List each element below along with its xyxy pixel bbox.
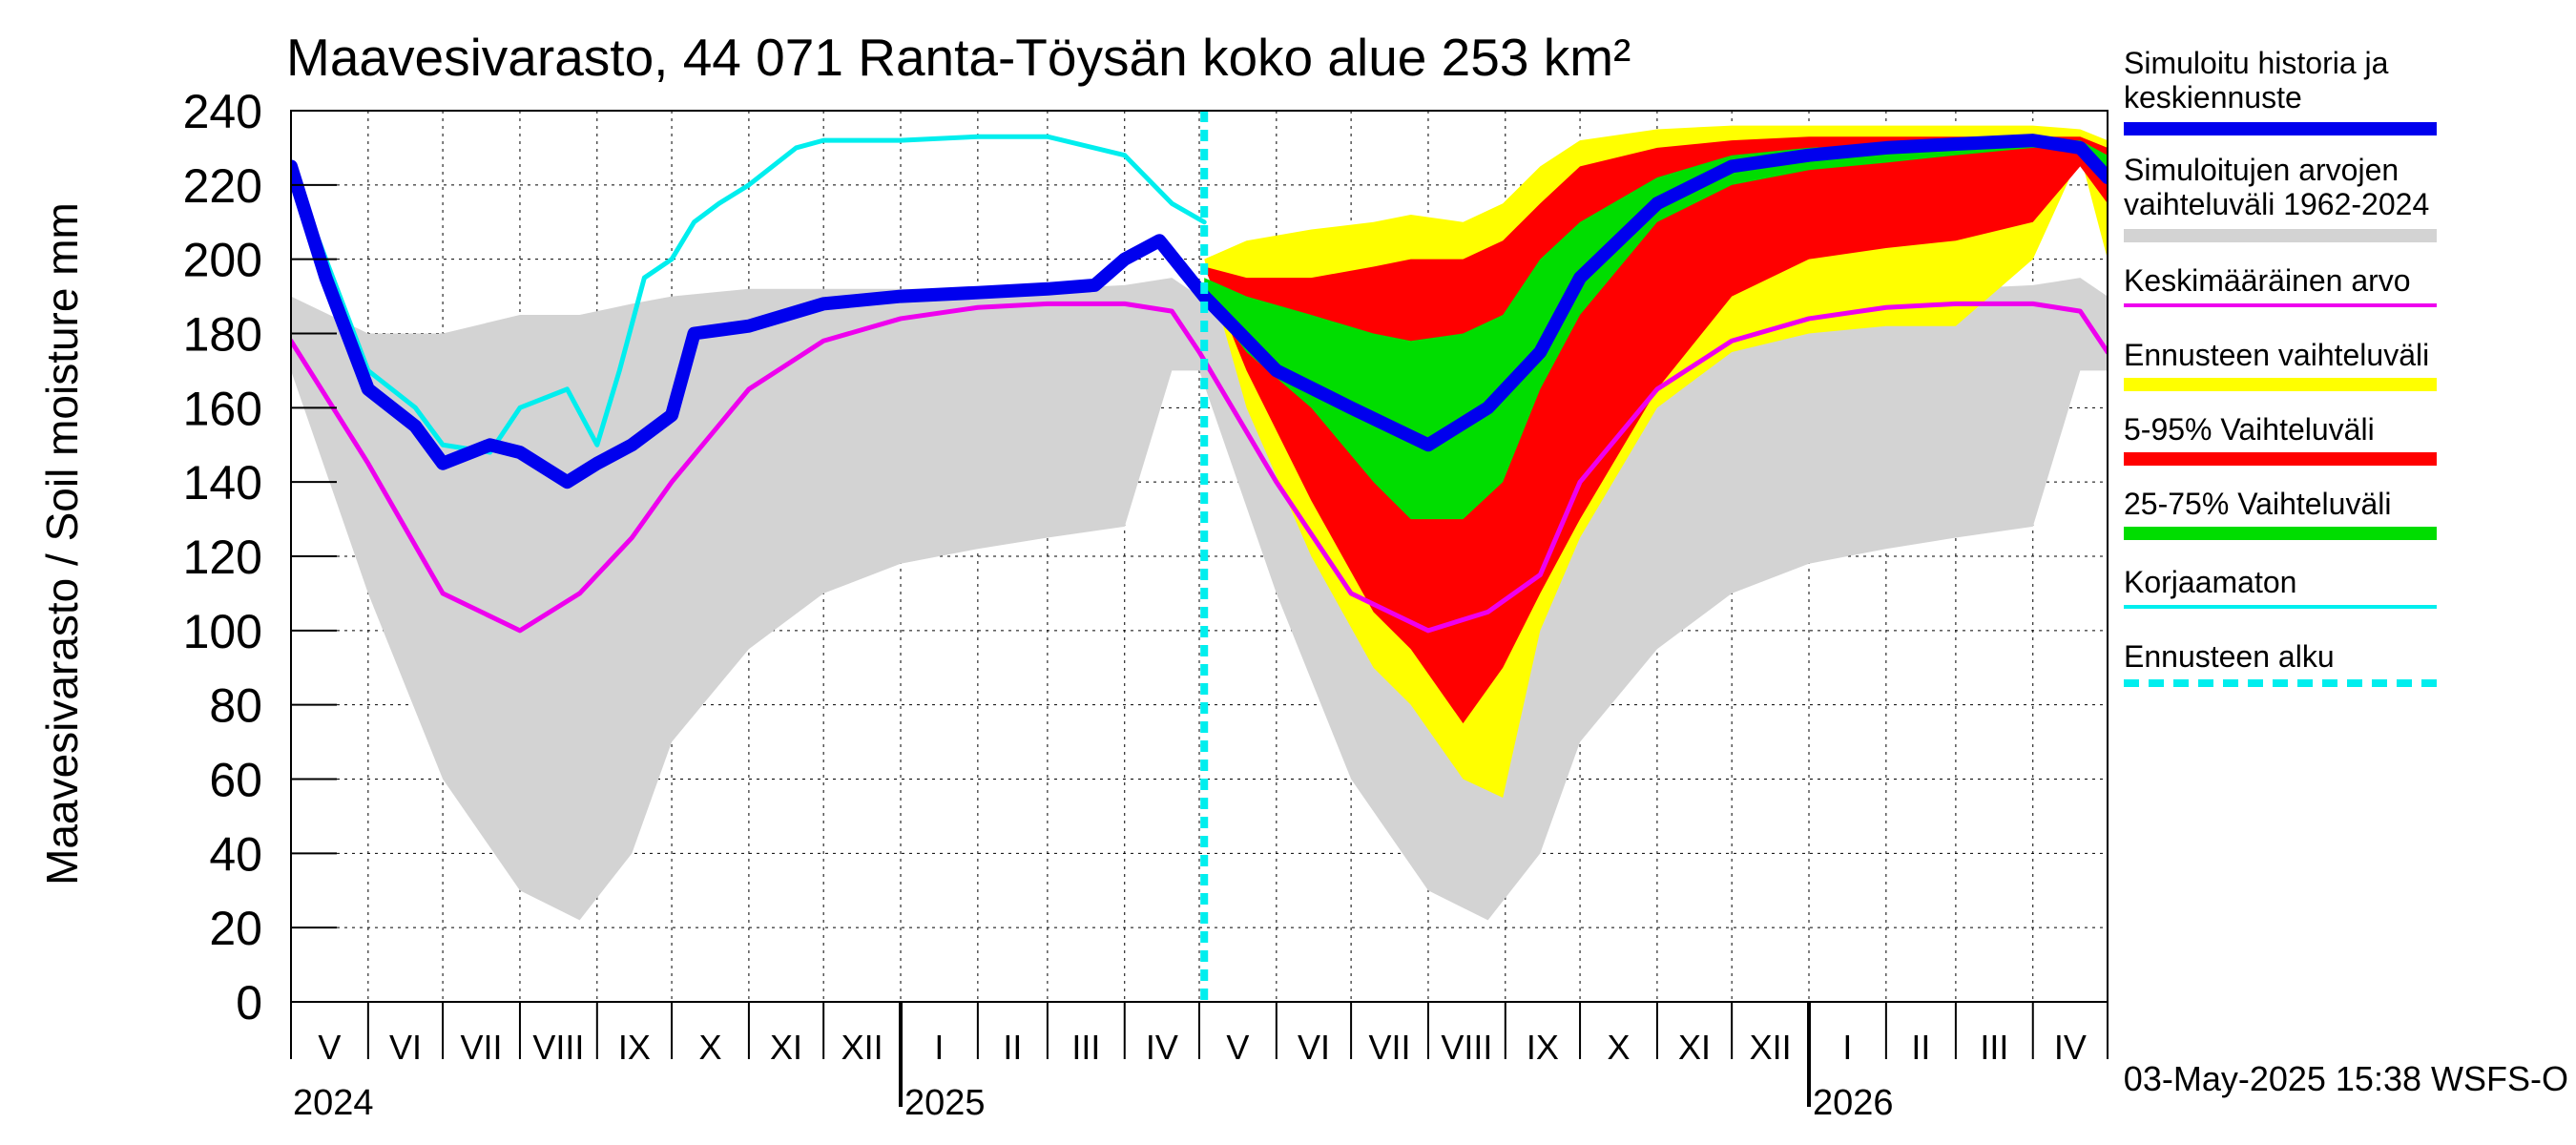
legend-item: Korjaamaton [2124, 565, 2439, 609]
year-label: 2024 [293, 1083, 374, 1123]
x-month-labels: V VI VII VIII IX X XI XII I II III IV V VI VII VIII IX X X… [293, 1028, 2087, 1123]
axes [290, 110, 2109, 1107]
x-month-label: VIII [1441, 1028, 1492, 1067]
x-month-label: XI [1678, 1028, 1711, 1067]
legend-label: Ennusteen alku [2124, 639, 2335, 674]
line-korjaamaton [291, 134, 1207, 455]
legend-item: 25-75% Vaihteluväli [2124, 487, 2439, 540]
y-tick-label: 140 [183, 456, 262, 510]
x-month-label: II [1911, 1028, 1930, 1067]
band-5-95-vaihteluv-li [1204, 136, 2108, 724]
x-month-label: VII [461, 1028, 503, 1067]
y-tick-labels: 0 20 40 60 80 100 120 140 160 180 200 220 240 [183, 85, 262, 1030]
legend-item: Ennusteen alku [2124, 639, 2439, 687]
x-month-label: IX [1527, 1028, 1559, 1067]
legend-label: Simuloitu historia ja keskiennuste [2124, 46, 2389, 114]
legend-swatch [2124, 122, 2437, 135]
series-lines [291, 111, 2108, 1002]
x-month-label: X [1607, 1028, 1630, 1067]
legend-label: 25-75% Vaihteluväli [2124, 487, 2392, 521]
band-25-75-vaihteluv-li [1204, 140, 2108, 520]
x-month-label: XII [1750, 1028, 1792, 1067]
x-month-label: VII [1369, 1028, 1411, 1067]
legend-label: Ennusteen vaihteluväli [2124, 338, 2430, 372]
y-tick-label: 40 [209, 827, 262, 881]
y-axis-label: Maavesivarasto / Soil moisture mm [37, 202, 87, 885]
y-tick-label: 60 [209, 754, 262, 807]
y-tick-label: 200 [183, 234, 262, 287]
x-month-label: X [698, 1028, 721, 1067]
legend-item: Ennusteen vaihteluväli [2124, 338, 2439, 391]
x-month-label: V [318, 1028, 341, 1067]
line-keskim-r-inen-arvo [291, 301, 2108, 634]
y-tick-label: 100 [183, 605, 262, 658]
legend-swatch [2124, 378, 2437, 391]
legend-item: Simuloitujen arvojen vaihteluväli 1962-2… [2124, 153, 2439, 242]
legend-swatch [2124, 527, 2437, 540]
legend-label: 5-95% Vaihteluväli [2124, 412, 2375, 447]
bands [291, 125, 2108, 921]
y-tick-label: 160 [183, 382, 262, 435]
legend-swatch [2124, 605, 2437, 609]
legend-swatch [2124, 229, 2437, 242]
chart-title: Maavesivarasto, 44 071 Ranta-Töysän koko… [286, 28, 1631, 87]
x-month-label: VI [1298, 1028, 1330, 1067]
y-tick-label: 0 [236, 976, 262, 1030]
band-simuloitujen-arvojen-vaihteluv-li-1962-2024 [291, 278, 2108, 921]
legend-swatch [2124, 679, 2437, 687]
legend-label: Simuloitujen arvojen vaihteluväli 1962-2… [2124, 153, 2430, 221]
x-month-label: IV [2054, 1028, 2087, 1067]
x-month-label: VIII [532, 1028, 584, 1067]
legend-label: Keskimääräinen arvo [2124, 263, 2411, 298]
y-axis-label-wrap: Maavesivarasto / Soil moisture mm [33, 124, 91, 964]
x-month-label: III [1071, 1028, 1100, 1067]
x-month-label: I [934, 1028, 944, 1067]
x-month-label: XII [841, 1028, 883, 1067]
y-tick-label: 20 [209, 902, 262, 955]
legend-label: Korjaamaton [2124, 565, 2297, 599]
y-tick-label: 220 [183, 159, 262, 213]
x-month-label: III [1980, 1028, 2008, 1067]
legend-swatch [2124, 452, 2437, 466]
legend-item: Keskimääräinen arvo [2124, 263, 2439, 307]
y-tick-label: 120 [183, 531, 262, 584]
legend-swatch [2124, 303, 2437, 307]
x-month-label: IV [1146, 1028, 1178, 1067]
legend-item: Simuloitu historia ja keskiennuste [2124, 46, 2439, 135]
y-tick-label: 240 [183, 85, 262, 138]
legend-item: 5-95% Vaihteluväli [2124, 412, 2439, 466]
y-tick-label: 80 [209, 679, 262, 733]
line-simuloitu-historia-ja-keskiennuste [291, 134, 2108, 489]
x-month-label: II [1003, 1028, 1022, 1067]
x-month-label: V [1226, 1028, 1249, 1067]
y-tick-label: 180 [183, 308, 262, 362]
year-label: 2025 [904, 1083, 986, 1123]
timestamp: 03-May-2025 15:38 WSFS-O [2123, 1059, 2568, 1098]
x-month-label: I [1842, 1028, 1852, 1067]
x-month-label: VI [389, 1028, 422, 1067]
x-month-label: XI [770, 1028, 802, 1067]
year-label: 2026 [1813, 1083, 1894, 1123]
x-month-label: IX [618, 1028, 651, 1067]
